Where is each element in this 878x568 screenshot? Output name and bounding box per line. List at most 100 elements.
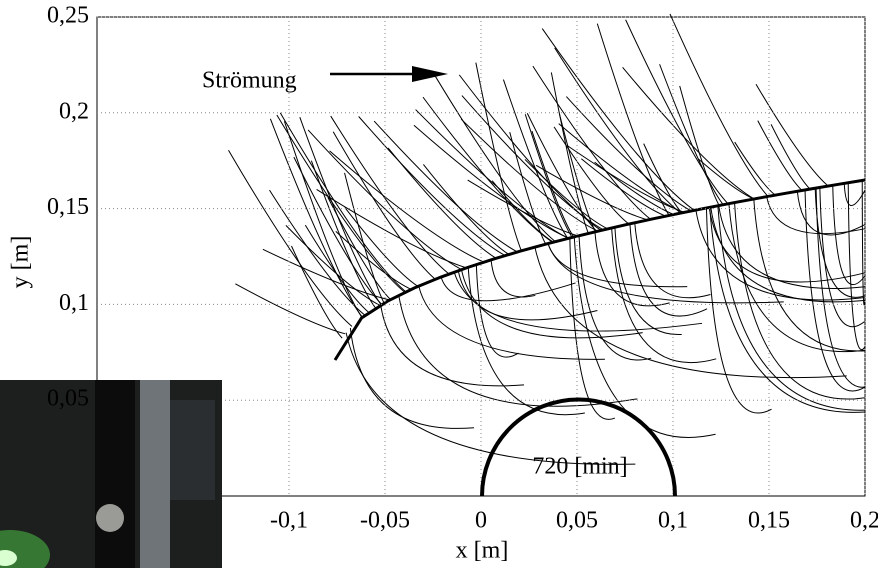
streamline [269, 118, 363, 318]
streamline [757, 120, 803, 191]
streamline [847, 182, 866, 351]
streamline [532, 65, 651, 220]
streamline [475, 62, 522, 252]
streamline [524, 114, 573, 238]
streamline [558, 123, 684, 213]
streamline [708, 207, 866, 283]
streamline [614, 227, 682, 335]
streamline [578, 235, 652, 361]
streamline [581, 158, 666, 217]
streamline [734, 202, 866, 400]
streamline [344, 207, 419, 287]
streamline [460, 118, 598, 232]
streamline [228, 149, 353, 327]
streamline [398, 295, 638, 407]
streamline [755, 83, 829, 187]
streamline [262, 248, 390, 301]
streamline [304, 224, 370, 313]
streamline [283, 121, 363, 318]
streamline [344, 172, 385, 304]
streamline [502, 79, 569, 239]
photo-knob [96, 504, 124, 532]
streamline [316, 189, 467, 269]
flow-arrowhead [412, 66, 448, 82]
streamline [622, 66, 755, 200]
streamline [814, 188, 866, 298]
x-tick-label: 0,05 [556, 508, 598, 534]
streamline [524, 159, 608, 230]
y-tick-label: 0,25 [47, 3, 89, 29]
streamline [491, 180, 554, 243]
streamline [832, 185, 866, 286]
streamline [815, 188, 866, 388]
streamline [358, 116, 506, 257]
y-tick-label: 0,2 [59, 98, 89, 124]
x-tick-label: -0,1 [270, 508, 308, 534]
streamline [547, 243, 688, 288]
streamline [329, 150, 485, 263]
streamline [804, 189, 866, 392]
streamline [573, 236, 716, 438]
x-axis-label: x [m] [456, 538, 509, 564]
streamline [625, 19, 729, 205]
photo-plate [140, 380, 170, 568]
streamline [819, 187, 866, 328]
streamline [796, 191, 866, 236]
x-tick-label: 0,2 [850, 508, 878, 534]
streamline [380, 305, 525, 387]
x-tick-label: 0,1 [658, 508, 688, 534]
streamline [415, 109, 569, 239]
streamline [387, 147, 497, 259]
streamline [728, 203, 866, 352]
y-tick-label: 0,1 [59, 290, 89, 316]
photo-block [170, 400, 215, 500]
time-label: 720 [min] [532, 454, 627, 480]
streamline [634, 222, 711, 299]
streamline [553, 126, 630, 225]
streamline [734, 141, 776, 196]
streamline [669, 13, 769, 197]
streamline [569, 237, 616, 420]
y-tick-label: 0,05 [47, 386, 89, 412]
x-tick-label: -0,05 [360, 508, 410, 534]
y-tick-label: 0,15 [47, 194, 89, 220]
streamline [643, 143, 683, 214]
streamline [710, 207, 866, 303]
flow-label: Strömung [202, 68, 297, 94]
streamline [276, 114, 406, 293]
obstacle-outline [480, 397, 677, 497]
streamline [327, 196, 391, 300]
streamline [659, 64, 724, 206]
separation-line [333, 178, 866, 361]
streamline [629, 223, 708, 317]
streamline [611, 227, 717, 364]
streamline [460, 269, 643, 339]
photo-frame [95, 380, 135, 568]
streamline [423, 164, 510, 255]
x-tick-label: 0 [475, 508, 487, 534]
streamline [526, 113, 598, 232]
streamline [440, 276, 576, 302]
streamline [554, 47, 682, 214]
y-axis-label: y [m] [8, 236, 34, 289]
streamline [861, 180, 866, 306]
streamline [349, 327, 475, 429]
streamline [330, 115, 450, 275]
streamline [235, 283, 346, 335]
streamline [558, 113, 596, 232]
streamline [418, 285, 605, 360]
streamline [509, 131, 547, 245]
streamline [547, 243, 784, 304]
streamline [718, 205, 866, 290]
streamline [291, 245, 343, 339]
streamline [541, 28, 695, 211]
streamline [596, 23, 670, 216]
streamline [467, 267, 585, 416]
streamline [279, 112, 407, 293]
streamline [565, 96, 692, 212]
streamline [453, 272, 703, 332]
streamline [535, 164, 648, 221]
streamline [709, 207, 866, 413]
streamline [475, 264, 519, 358]
